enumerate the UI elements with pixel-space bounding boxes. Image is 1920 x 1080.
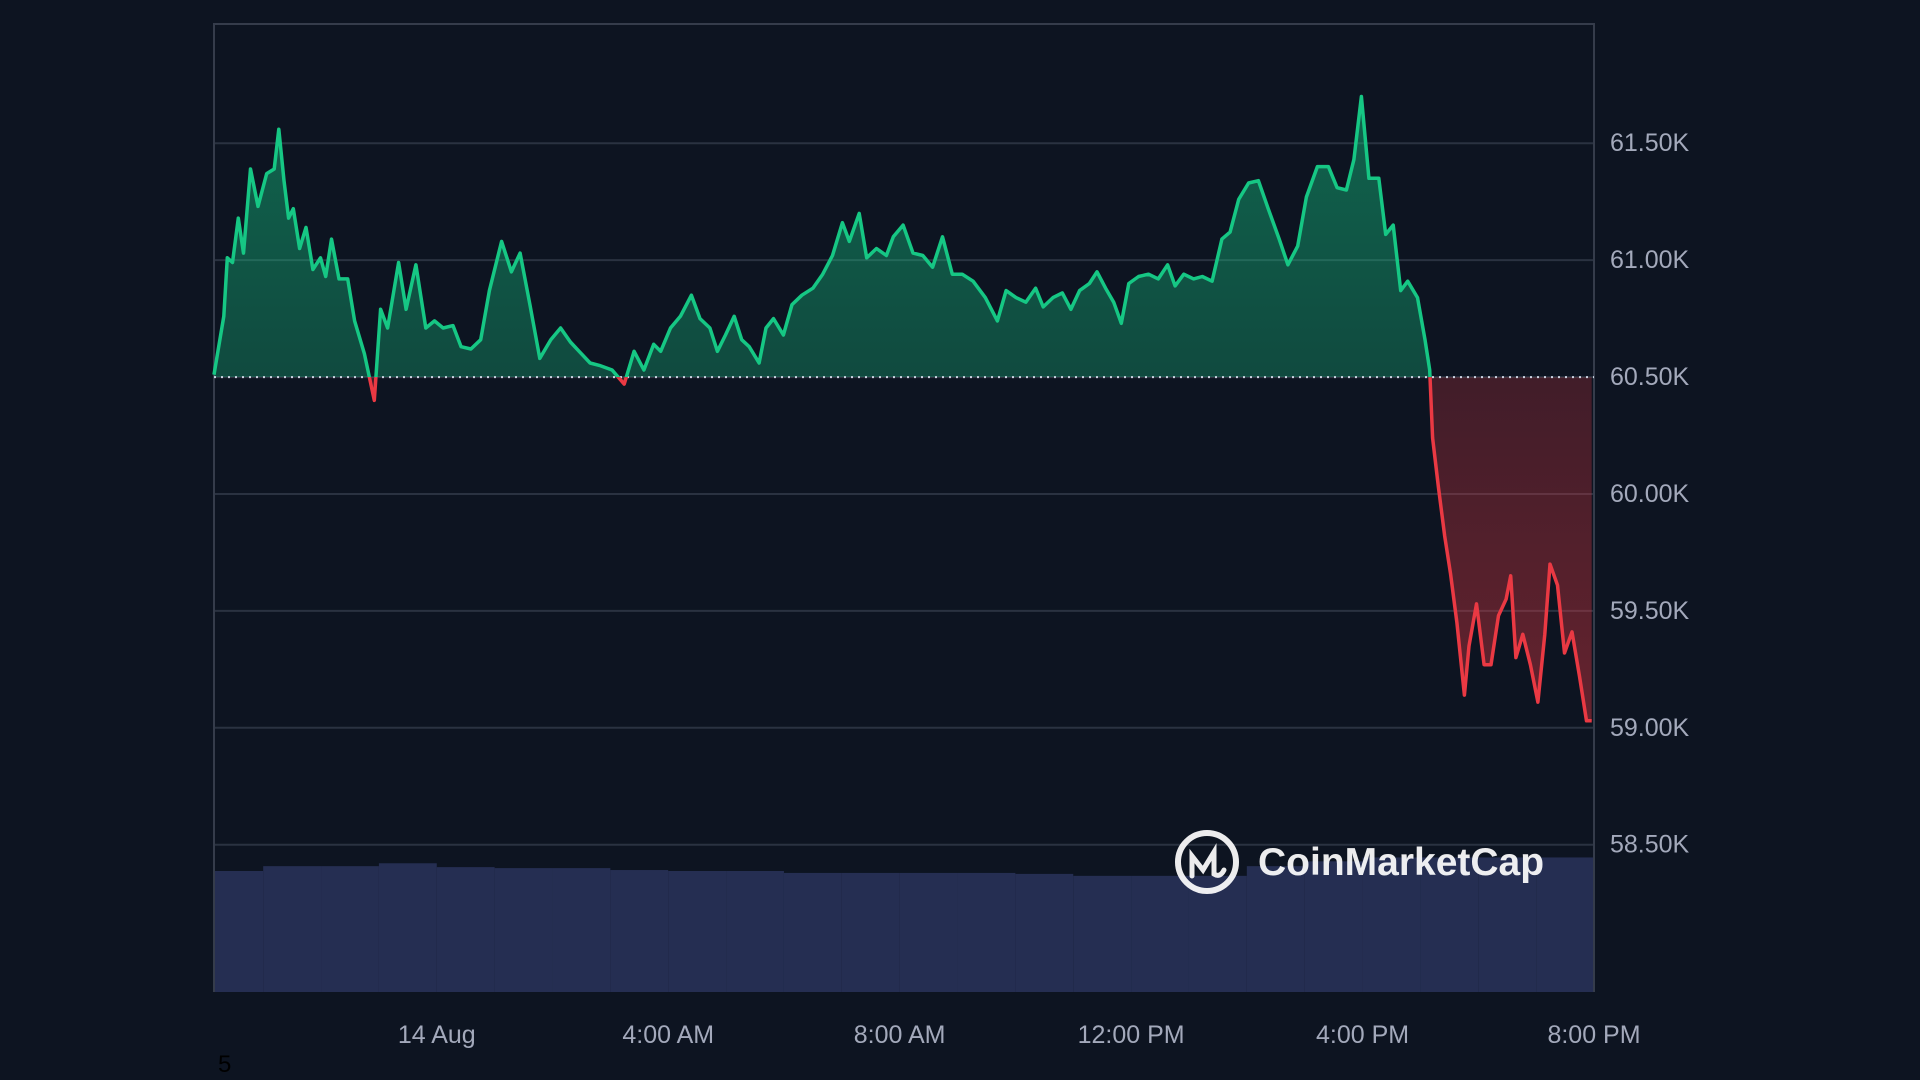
volume-bar — [1073, 875, 1132, 992]
volume-bar — [783, 872, 842, 992]
area-down — [214, 377, 1592, 721]
volume-bar — [1478, 857, 1537, 992]
watermark-logo-mark — [1189, 843, 1227, 879]
x-tick-label: 12:00 PM — [1078, 1021, 1185, 1049]
y-tick-label: 59.00K — [1610, 714, 1690, 742]
watermark-text: CoinMarketCap — [1258, 841, 1544, 884]
volume-bar — [214, 871, 264, 992]
price-line-up — [212, 94, 1432, 378]
volume-bar — [436, 867, 495, 992]
volume-bar — [610, 870, 669, 992]
volume-bar — [668, 871, 727, 992]
volume-bar — [1304, 861, 1363, 992]
plot-layer: 58.50K 59.00K 59.50K 60.00K 60.50K 61.00K 61.5… — [212, 23, 1690, 1049]
watermark-logo — [1175, 830, 1239, 894]
volume-bar — [841, 872, 900, 992]
volume-bar — [552, 868, 611, 992]
y-tick-label: 61.50K — [1610, 129, 1690, 157]
volume-bar — [1015, 873, 1074, 992]
x-tick-label: 4:00 PM — [1316, 1021, 1409, 1049]
x-tick-label: 14 Aug — [398, 1021, 476, 1049]
volume-bar — [1188, 875, 1247, 992]
volume-bar — [378, 863, 437, 992]
volume-bar — [263, 866, 322, 992]
volume-bar — [1420, 857, 1479, 992]
x-tick-label: 8:00 PM — [1547, 1021, 1640, 1049]
plot-frame — [213, 23, 1595, 992]
volume-bar — [1362, 857, 1421, 992]
volume-bar — [726, 871, 784, 992]
footnote: 5 — [218, 1051, 231, 1078]
y-tick-label: 59.50K — [1610, 597, 1690, 625]
volume-bar — [899, 872, 958, 992]
volume-bar — [321, 866, 379, 992]
x-tick-label: 4:00 AM — [622, 1021, 714, 1049]
x-tick-label: 8:00 AM — [854, 1021, 946, 1049]
y-tick-label: 61.00K — [1610, 246, 1690, 274]
volume-bar — [494, 868, 553, 992]
y-tick-label: 60.50K — [1610, 363, 1690, 391]
volume-bar — [1131, 875, 1189, 992]
watermark: CoinMarketCap — [1175, 830, 1544, 894]
volume-bar — [1536, 857, 1594, 992]
area-up — [214, 96, 1431, 378]
price-line-down — [367, 377, 1592, 723]
y-tick-label: 58.50K — [1610, 831, 1690, 859]
volume-bar — [1246, 866, 1305, 992]
volume-bar — [957, 872, 1016, 992]
y-tick-label: 60.00K — [1610, 480, 1690, 508]
